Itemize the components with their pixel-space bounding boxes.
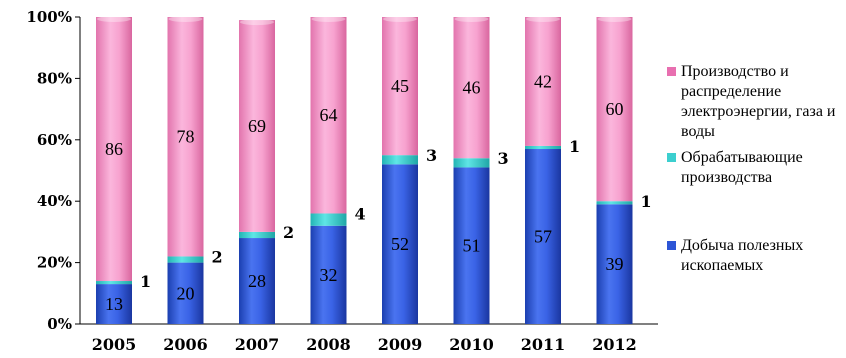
bar-electricity-2006 xyxy=(167,17,204,257)
y-tick-label: 100% xyxy=(26,8,72,26)
x-tick-label-2011: 2011 xyxy=(521,335,566,354)
legend-swatch-mining xyxy=(667,241,676,250)
bar-electricity-2007 xyxy=(239,20,275,232)
bar-cap-2009 xyxy=(383,16,417,22)
bar-mining-2011 xyxy=(525,149,561,324)
y-ticks: 0% 20% 40% 60% 80% 100% xyxy=(26,8,80,333)
data-label-mining-2006: 20 xyxy=(177,283,195,303)
data-label-mining-2009: 52 xyxy=(391,234,409,254)
bar-electricity-2009 xyxy=(382,17,418,156)
bar-manufacturing-2010 xyxy=(453,158,490,168)
x-tick-label-2006: 2006 xyxy=(163,335,208,354)
y-tick-label: 60% xyxy=(37,131,72,149)
data-label-mining-2005: 13 xyxy=(105,294,123,314)
bar-manufacturing-2012 xyxy=(596,201,633,205)
data-label-mining-2008: 32 xyxy=(320,265,338,285)
legend-label-mining: Добыча полезных ископаемых xyxy=(681,237,804,274)
data-label-manufacturing-2009: 3 xyxy=(426,146,437,165)
bar-mining-2005 xyxy=(96,284,132,324)
legend: Производство и распределение электроэнер… xyxy=(667,62,845,274)
bar-manufacturing-2005 xyxy=(96,281,132,285)
data-label-electricity-2008: 64 xyxy=(320,105,338,125)
data-label-manufacturing-2006: 2 xyxy=(212,247,223,266)
legend-item-manufacturing: Обрабатывающие производства xyxy=(667,148,845,188)
bar-electricity-2011 xyxy=(525,17,561,146)
bar-stack-2009: 52 3 45 xyxy=(382,16,437,324)
data-label-electricity-2010: 46 xyxy=(463,78,481,98)
bar-electricity-2012 xyxy=(596,17,633,202)
bar-cap-2007 xyxy=(240,19,274,26)
bar-electricity-2005 xyxy=(96,17,132,282)
data-label-electricity-2006: 78 xyxy=(177,127,195,147)
data-label-electricity-2012: 60 xyxy=(606,99,624,119)
bar-mining-2006 xyxy=(167,262,204,324)
legend-label-manufacturing: Обрабатывающие производства xyxy=(681,149,803,186)
legend-swatch-manufacturing xyxy=(667,153,676,162)
legend-label-electricity: Производство и распределение электроэнер… xyxy=(681,63,836,140)
bar-mining-2008 xyxy=(310,225,347,324)
bar-electricity-2008 xyxy=(310,17,347,214)
bar-cap-2008 xyxy=(311,16,346,22)
data-label-manufacturing-2012: 1 xyxy=(641,192,652,211)
data-label-electricity-2009: 45 xyxy=(391,76,409,96)
x-tick-label-2012: 2012 xyxy=(592,335,637,354)
bar-cap-2005 xyxy=(97,16,131,22)
bar-manufacturing-2008 xyxy=(310,213,347,226)
data-label-mining-2012: 39 xyxy=(606,254,624,274)
data-label-electricity-2011: 42 xyxy=(534,71,552,91)
x-tick-labels: 2005 2006 2007 2008 2009 2010 2011 2012 xyxy=(92,335,637,354)
data-label-mining-2010: 51 xyxy=(463,236,481,256)
x-tick-label-2008: 2008 xyxy=(306,335,351,354)
y-tick-label: 40% xyxy=(37,192,72,210)
data-label-mining-2011: 57 xyxy=(534,227,552,247)
legend-item-electricity: Производство и распределение электроэнер… xyxy=(667,62,845,142)
bar-cap-2006 xyxy=(168,16,203,22)
x-tick-label-2009: 2009 xyxy=(378,335,423,354)
bar-stack-2011: 57 1 42 xyxy=(525,16,580,324)
y-tick-label: 0% xyxy=(47,315,72,333)
data-label-manufacturing-2011: 1 xyxy=(569,137,580,156)
data-label-manufacturing-2008: 4 xyxy=(355,204,366,223)
bar-stack-2007: 28 2 69 xyxy=(239,19,294,324)
data-label-manufacturing-2010: 3 xyxy=(498,149,509,168)
bars: 13 1 86 20 2 78 28 2 69 32 4 64 52 3 45 51 3 46 57 1 42 39 1 60 xyxy=(96,16,652,324)
bar-manufacturing-2011 xyxy=(525,145,561,150)
bar-mining-2012 xyxy=(596,204,633,324)
bar-mining-2007 xyxy=(239,238,275,324)
bar-stack-2010: 51 3 46 xyxy=(453,16,509,324)
legend-item-mining: Добыча полезных ископаемых xyxy=(667,236,846,276)
data-label-electricity-2007: 69 xyxy=(248,116,266,136)
data-label-manufacturing-2007: 2 xyxy=(283,223,294,242)
bar-manufacturing-2006 xyxy=(167,256,204,263)
legend-swatch-electricity xyxy=(667,67,676,76)
chart-axes xyxy=(79,17,658,325)
bar-cap-2011 xyxy=(526,16,560,22)
bar-mining-2009 xyxy=(382,164,418,324)
bar-stack-2006: 20 2 78 xyxy=(167,16,223,324)
x-tick-label-2007: 2007 xyxy=(235,335,280,354)
bar-cap-2012 xyxy=(597,16,632,22)
bar-stack-2005: 13 1 86 xyxy=(96,16,151,324)
data-label-electricity-2005: 86 xyxy=(105,139,123,159)
bar-electricity-2010 xyxy=(453,17,490,159)
bar-stack-2012: 39 1 60 xyxy=(596,16,652,324)
bar-stack-2008: 32 4 64 xyxy=(310,16,366,324)
data-label-mining-2007: 28 xyxy=(248,271,266,291)
bar-cap-2010 xyxy=(454,16,489,22)
x-tick-label-2005: 2005 xyxy=(92,335,137,354)
bar-mining-2010 xyxy=(453,167,490,324)
data-label-manufacturing-2005: 1 xyxy=(140,272,151,291)
bar-manufacturing-2007 xyxy=(239,231,275,239)
y-tick-label: 20% xyxy=(37,254,72,272)
y-tick-label: 80% xyxy=(37,69,72,87)
x-tick-label-2010: 2010 xyxy=(449,335,494,354)
bar-manufacturing-2009 xyxy=(382,155,418,165)
